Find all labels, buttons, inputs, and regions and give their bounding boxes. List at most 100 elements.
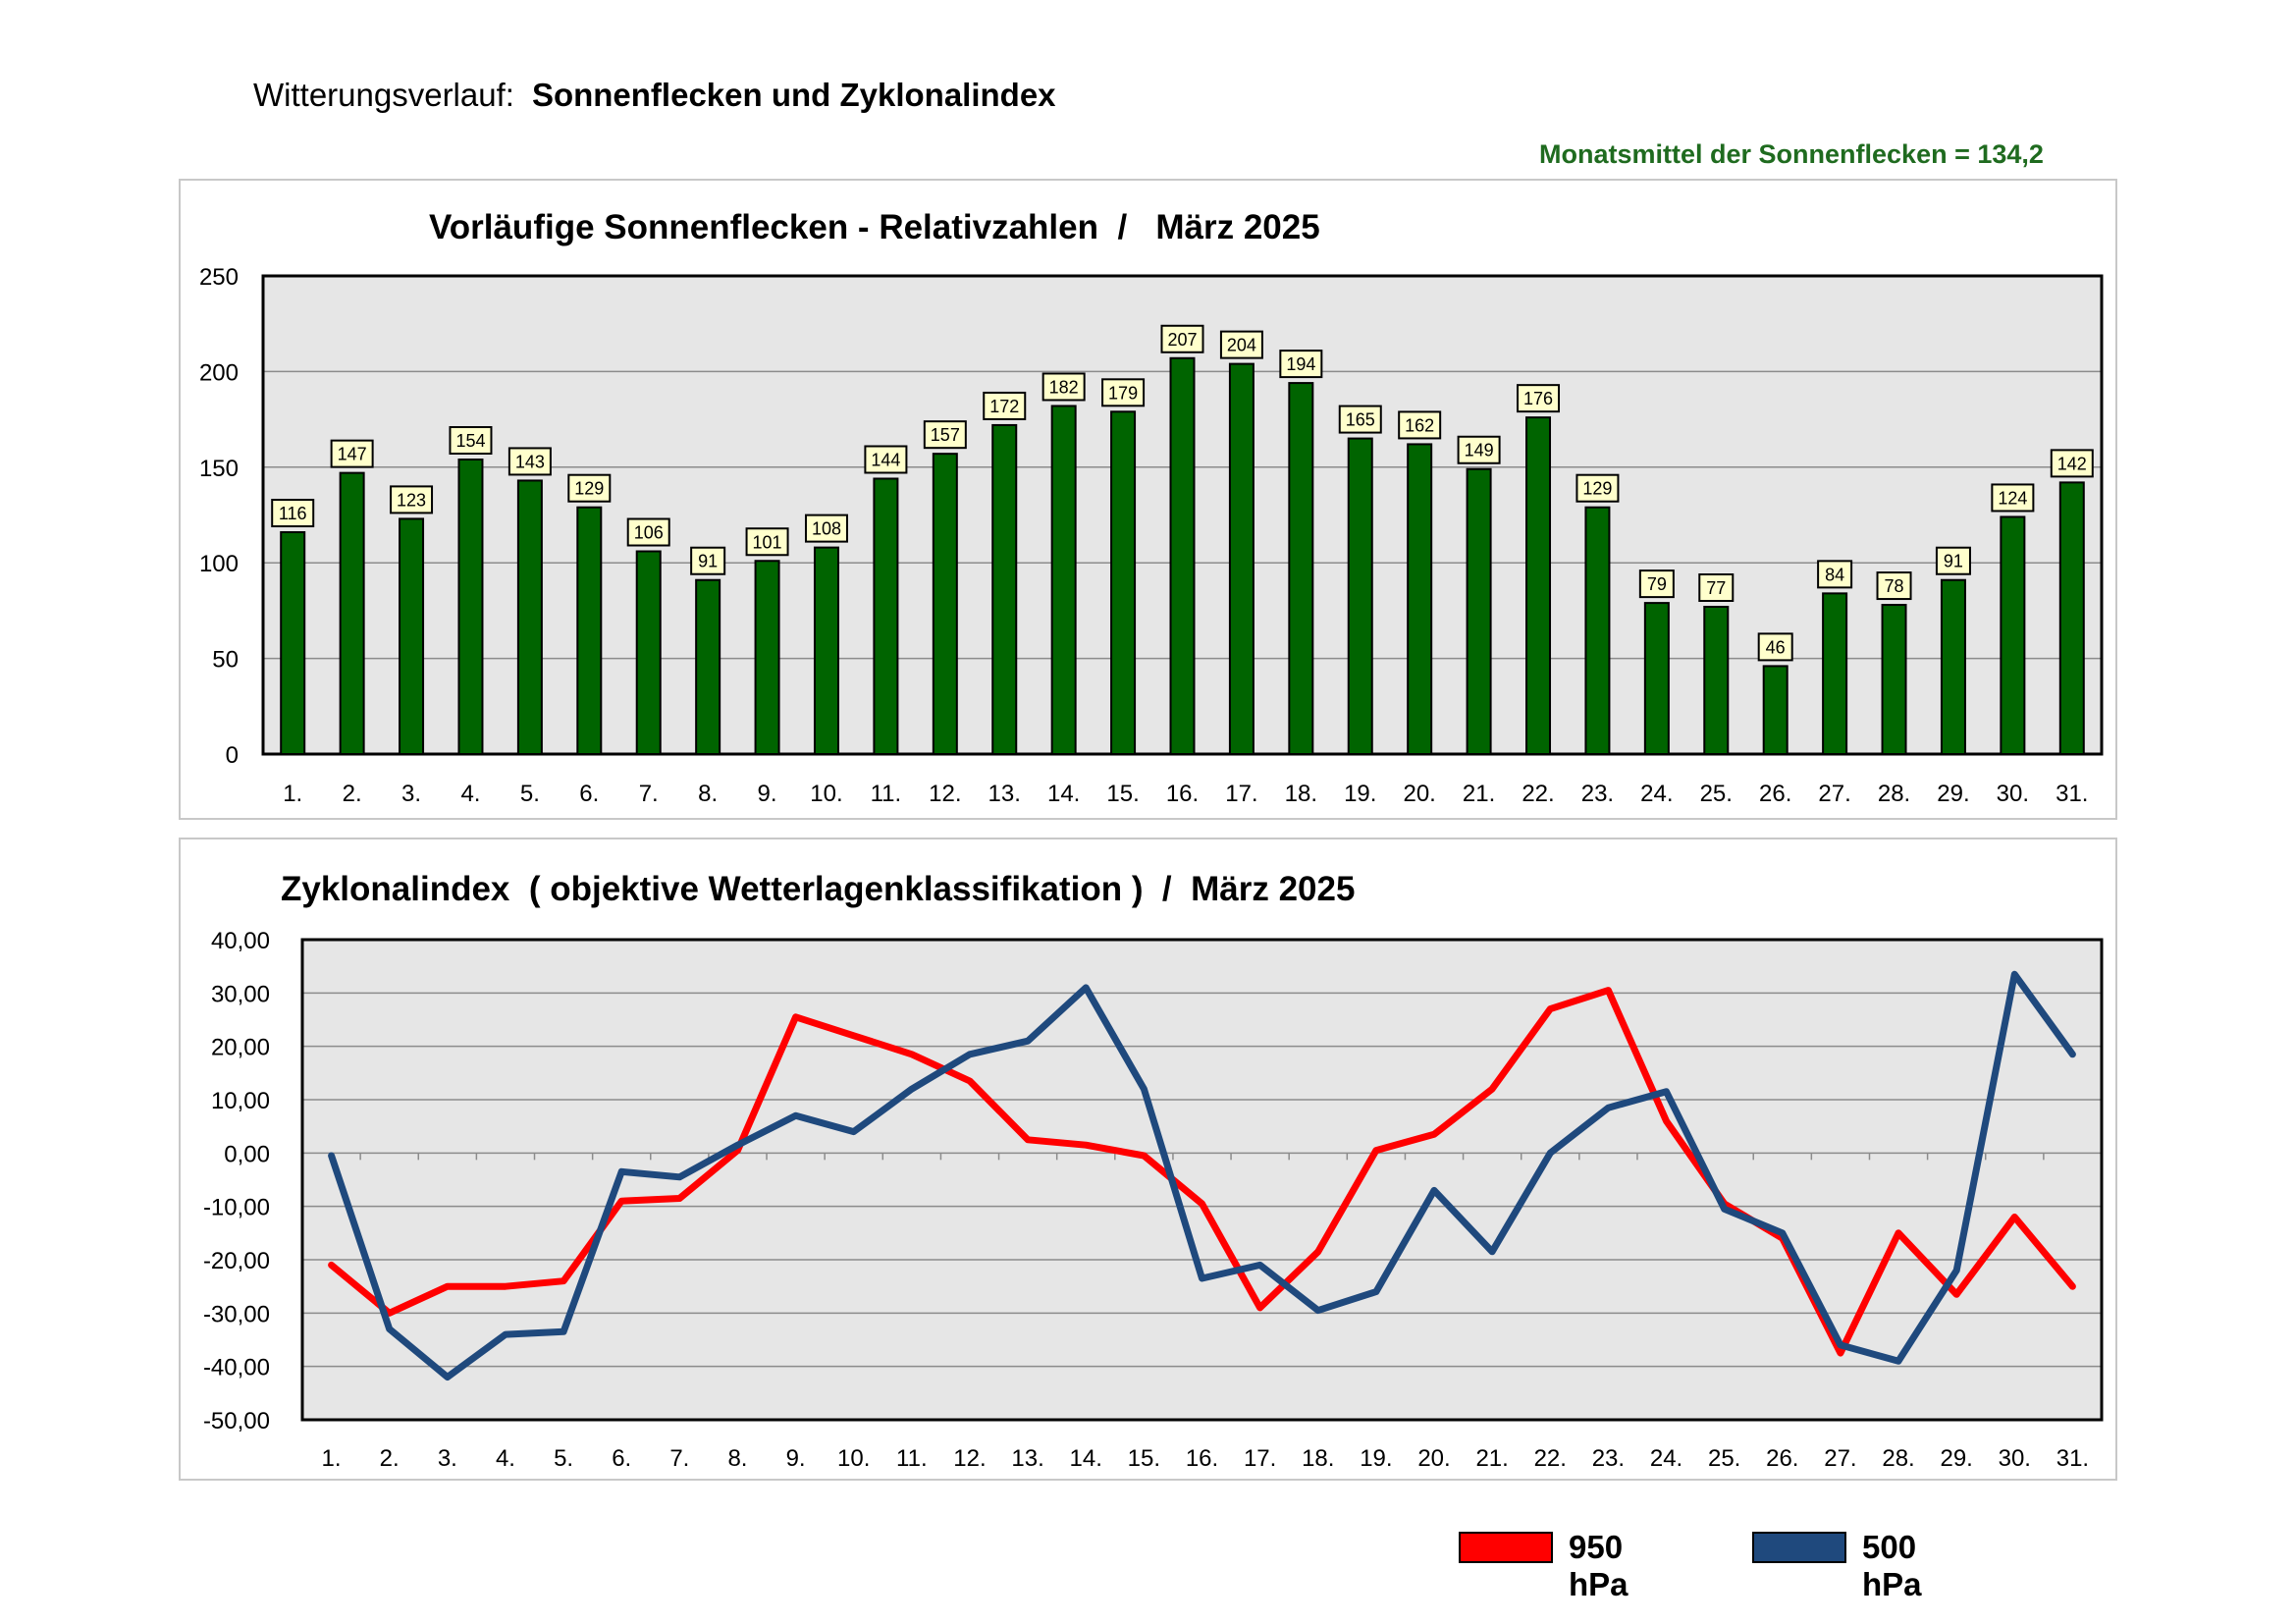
sunspot-x-tick-label: 30. — [1997, 781, 2029, 807]
sunspot-data-label-box — [626, 517, 670, 547]
sunspot-x-tick-label: 3. — [401, 781, 421, 807]
sunspot-y-tick-label: 50 — [212, 647, 239, 674]
cyclonal-x-tick-label: 22. — [1534, 1445, 1567, 1472]
sunspot-y-tick-label: 250 — [199, 264, 239, 291]
sunspot-data-label-box — [1575, 473, 1620, 503]
sunspot-data-label-box — [330, 439, 374, 468]
sunspot-bar — [1050, 405, 1077, 755]
sunspot-data-label-box — [690, 546, 726, 575]
sunspot-x-tick-label: 23. — [1581, 781, 1614, 807]
cyclonal-x-tick-label: 1. — [322, 1445, 342, 1472]
sunspot-bar — [1228, 362, 1255, 755]
sunspot-data-label-box — [864, 445, 908, 474]
cyclonal-x-tick-label: 3. — [438, 1445, 457, 1472]
sunspot-bar — [1407, 443, 1433, 755]
sunspot-data-label: 91 — [1944, 552, 1963, 571]
cyclonal-x-tick-label: 27. — [1824, 1445, 1856, 1472]
sunspot-data-label: 194 — [1286, 354, 1315, 374]
cyclonal-x-tick-label: 30. — [1999, 1445, 2031, 1472]
sunspot-x-tick-label: 17. — [1225, 781, 1257, 807]
cyclonal-x-tick-label: 11. — [896, 1445, 928, 1472]
sunspot-bar — [1347, 437, 1373, 755]
sunspot-x-tick-label: 11. — [871, 781, 902, 807]
sunspot-data-label-box — [1517, 384, 1561, 413]
sunspot-bar — [1169, 356, 1196, 755]
page-title-main: Sonnenflecken und Zyklonalindex — [531, 77, 1056, 113]
sunspot-data-label-box — [567, 473, 612, 503]
sunspot-x-tick-label: 16. — [1166, 781, 1199, 807]
sunspot-data-label: 124 — [1998, 488, 2027, 508]
sunspot-data-label: 46 — [1766, 637, 1786, 657]
sunspot-x-tick-label: 18. — [1285, 781, 1317, 807]
sunspot-data-label: 77 — [1706, 578, 1726, 598]
sunspot-data-label: 157 — [931, 425, 960, 445]
sunspot-data-label: 147 — [338, 445, 367, 464]
cyclonal-y-tick-label: -30,00 — [203, 1301, 270, 1327]
sunspot-bar — [339, 471, 365, 755]
sunspot-x-tick-label: 5. — [520, 781, 540, 807]
sunspot-data-label-box — [1638, 569, 1675, 599]
cyclonal-x-tick-label: 6. — [612, 1445, 631, 1472]
sunspot-x-tick-label: 29. — [1937, 781, 1969, 807]
sunspot-data-label-box — [390, 485, 434, 514]
sunspot-x-tick-label: 24. — [1640, 781, 1673, 807]
sunspot-data-label: 144 — [871, 450, 900, 469]
cyclonal-y-tick-label: 30,00 — [211, 981, 270, 1007]
sunspot-bar — [1822, 592, 1848, 755]
sunspot-data-label: 154 — [455, 431, 485, 451]
sunspot-bar — [2058, 481, 2085, 755]
sunspot-data-label-box — [1876, 571, 1912, 601]
cyclonal-x-tick-label: 4. — [496, 1445, 515, 1472]
sunspot-x-tick-label: 6. — [579, 781, 599, 807]
sunspot-data-label: 129 — [1582, 479, 1612, 499]
sunspot-data-label: 116 — [279, 504, 307, 523]
sunspot-data-label: 106 — [634, 523, 664, 543]
sunspot-data-label-box — [2050, 449, 2094, 478]
sunspot-bar — [991, 423, 1018, 755]
sunspot-data-label: 108 — [812, 519, 841, 539]
sunspot-bar — [1584, 506, 1611, 756]
cyclonal-x-tick-label: 7. — [669, 1445, 689, 1472]
sunspot-x-tick-label: 15. — [1106, 781, 1139, 807]
monthly-mean-text: Monatsmittel der Sonnenflecken = 134,2 — [1539, 139, 2044, 169]
sunspot-x-tick-label: 28. — [1878, 781, 1910, 807]
cyclonal-x-tick-label: 16. — [1186, 1445, 1218, 1472]
cyclonal-x-tick-label: 21. — [1475, 1445, 1508, 1472]
sunspot-x-tick-label: 9. — [758, 781, 777, 807]
sunspot-bar — [1881, 604, 1907, 756]
cyclonal-x-tick-label: 28. — [1882, 1445, 1914, 1472]
cyclonal-y-tick-label: 0,00 — [224, 1141, 270, 1167]
sunspot-y-tick-label: 0 — [226, 742, 239, 769]
sunspot-data-label-box — [1279, 350, 1323, 379]
cyclonal-plot-border — [300, 938, 2104, 1422]
cyclonal-x-tick-label: 8. — [727, 1445, 747, 1472]
sunspot-data-label: 123 — [397, 490, 426, 510]
sunspot-data-label: 165 — [1346, 410, 1375, 430]
legend-swatch-950 — [1459, 1532, 1553, 1563]
sunspot-x-tick-label: 13. — [988, 781, 1021, 807]
sunspot-x-tick-label: 25. — [1700, 781, 1733, 807]
sunspot-y-tick-label: 200 — [199, 359, 239, 386]
sunspot-data-label-box — [1817, 560, 1853, 589]
sunspot-data-label-box — [1757, 632, 1793, 662]
cyclonal-y-tick-label: 20,00 — [211, 1035, 270, 1061]
sunspot-data-label-box — [1991, 483, 2035, 513]
sunspot-bar — [695, 578, 721, 755]
cyclonal-y-tick-label: -50,00 — [203, 1408, 270, 1435]
sunspot-x-tick-label: 2. — [343, 781, 362, 807]
cyclonal-x-tick-label: 25. — [1708, 1445, 1740, 1472]
sunspot-data-label-box — [1101, 378, 1146, 407]
sunspot-x-tick-label: 19. — [1344, 781, 1376, 807]
cyclonal-y-tick-label: 10,00 — [211, 1088, 270, 1114]
sunspot-bar — [399, 517, 425, 755]
sunspot-data-label-box — [1338, 405, 1382, 434]
sunspot-data-label-box — [1041, 372, 1086, 402]
sunspot-data-label: 129 — [574, 479, 604, 499]
cyclonal-x-tick-label: 17. — [1244, 1445, 1276, 1472]
sunspot-bar — [754, 560, 780, 756]
sunspot-chart-title: Vorläufige Sonnenflecken - Relativzahlen… — [429, 208, 1320, 246]
sunspot-bar — [280, 531, 306, 755]
cyclonal-plot-area — [302, 940, 2102, 1420]
sunspot-data-label-box — [745, 527, 789, 557]
sunspot-bar — [1643, 602, 1670, 755]
